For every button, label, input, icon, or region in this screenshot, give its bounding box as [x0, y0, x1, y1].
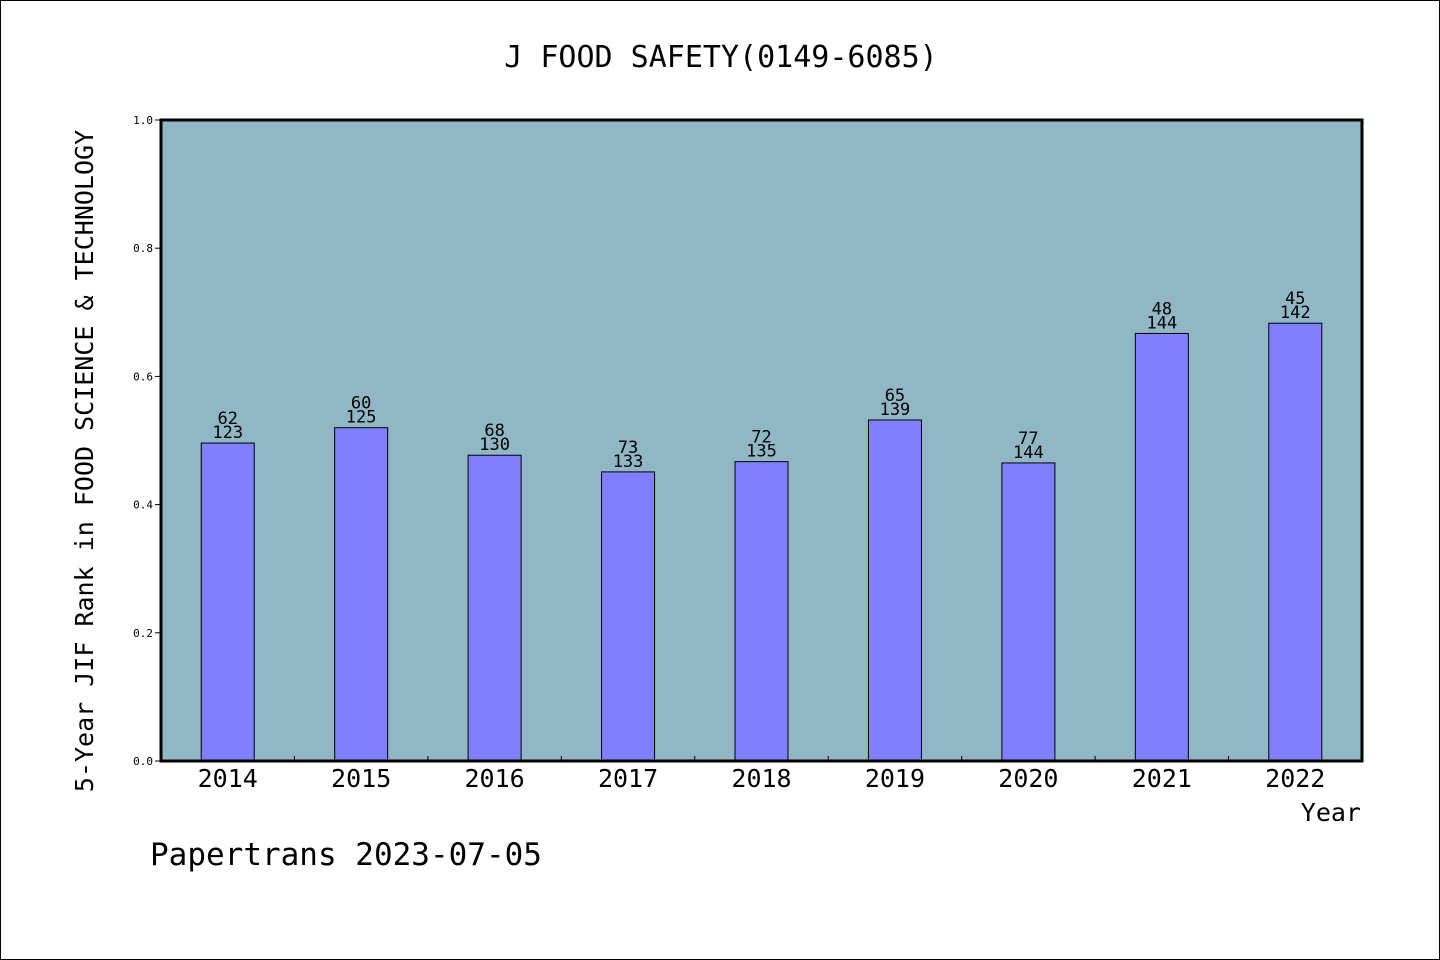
y-tick-label: 1.0: [133, 114, 153, 127]
x-axis: 2014 2015 2016 2017 2018 2019 2020 2021 2022: [198, 756, 1325, 793]
y-tick-label: 0.0: [133, 755, 153, 768]
bar-total-label: 142: [1280, 303, 1311, 323]
bar: [1134, 332, 1189, 762]
bar-total-label: 125: [346, 408, 377, 428]
x-tick-label: 2016: [465, 764, 525, 793]
bar: [334, 427, 389, 762]
bar-total-label: 144: [1013, 443, 1044, 463]
bar-total-label: 133: [613, 452, 644, 472]
y-tick-label: 0.4: [133, 499, 153, 512]
plot-border: [159, 118, 1364, 763]
bar-total-label: 130: [479, 435, 510, 455]
bar: [467, 454, 522, 762]
x-axis-label: Year: [1301, 798, 1361, 827]
bar: [1001, 462, 1056, 762]
bar-total-label: 135: [746, 442, 777, 462]
y-axis: 0.0 0.2 0.4 0.6 0.8 1.0: [133, 114, 161, 768]
bar-rank-label: 77: [1018, 429, 1038, 449]
bar-total-label: 139: [880, 400, 911, 420]
x-tick-label: 2014: [198, 764, 258, 793]
bar: [867, 419, 922, 762]
bar-rank-label: 48: [1152, 299, 1172, 319]
bar-total-label: 123: [212, 423, 243, 443]
bar: [601, 471, 656, 762]
y-tick-label: 0.8: [133, 242, 153, 255]
y-tick-label: 0.6: [133, 370, 153, 383]
y-tick-label: 0.2: [133, 627, 153, 640]
bar-rank-label: 60: [351, 394, 371, 414]
bar-rank-label: 62: [217, 409, 237, 429]
bar-rank-label: 65: [885, 386, 905, 406]
bar-total-label: 144: [1146, 313, 1177, 333]
x-tick-label: 2017: [598, 764, 658, 793]
bar-rank-label: 68: [484, 421, 504, 441]
bar-rank-label: 73: [618, 438, 638, 458]
footer-credit: Papertrans 2023-07-05: [150, 837, 542, 873]
x-tick-label: 2018: [731, 764, 791, 793]
bar: [200, 442, 255, 762]
x-tick-label: 2019: [865, 764, 925, 793]
chart-title: J FOOD SAFETY(0149-6085): [504, 40, 937, 75]
bar: [734, 461, 789, 762]
x-tick-label: 2022: [1265, 764, 1325, 793]
bar-rank-label: 45: [1285, 289, 1305, 309]
bar-rank-label: 72: [751, 428, 771, 448]
x-tick-label: 2015: [331, 764, 391, 793]
x-tick-label: 2021: [1132, 764, 1192, 793]
bar: [1268, 322, 1323, 762]
x-tick-label: 2020: [998, 764, 1058, 793]
y-axis-label: 5-Year JIF Rank in FOOD SCIENCE & TECHNO…: [70, 130, 99, 792]
